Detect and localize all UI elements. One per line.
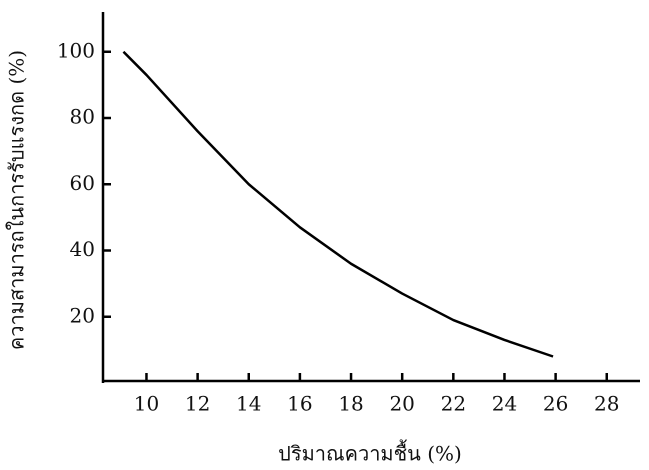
- x-tick-label: 18: [338, 392, 363, 416]
- x-tick-label: 28: [594, 392, 619, 416]
- x-tick-label: 20: [389, 392, 414, 416]
- x-tick-label: 12: [185, 392, 210, 416]
- y-tick-label: 20: [70, 303, 95, 327]
- y-tick-label: 80: [70, 105, 95, 129]
- x-tick-label: 14: [236, 392, 261, 416]
- x-tick-label: 22: [441, 392, 466, 416]
- y-tick-label: 40: [70, 237, 95, 261]
- y-axis-label: ความสามารถในการรับแรงกด (%): [5, 50, 29, 350]
- y-tick-label: 60: [70, 171, 95, 195]
- x-tick-label: 26: [543, 392, 568, 416]
- x-tick-label: 24: [492, 392, 517, 416]
- data-line: [122, 50, 554, 358]
- y-tick-label: 100: [57, 38, 95, 62]
- x-tick-label: 16: [287, 392, 312, 416]
- x-axis-label: ปริมาณความชื้น (%): [278, 440, 462, 466]
- x-tick-label: 10: [134, 392, 159, 416]
